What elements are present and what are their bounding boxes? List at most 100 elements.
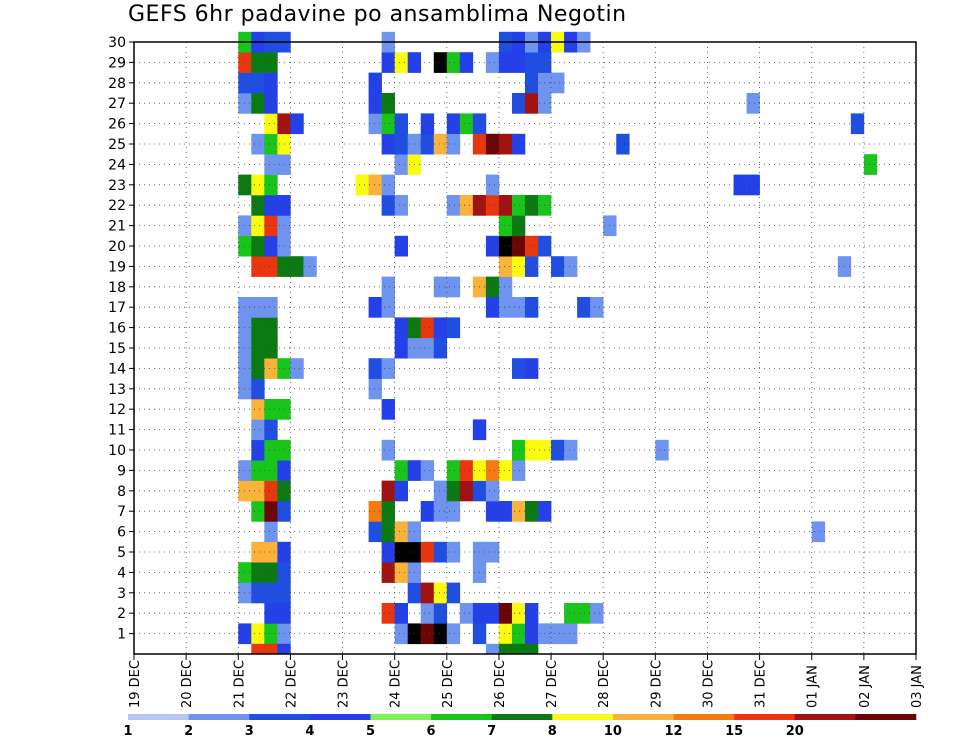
heatmap-cell <box>420 541 435 563</box>
heatmap-cell <box>551 256 565 277</box>
heatmap-cell <box>498 297 513 318</box>
heatmap-cell <box>511 215 526 237</box>
heatmap-cell <box>394 480 408 502</box>
heatmap-cell <box>420 317 435 339</box>
y-tick-label: 4 <box>117 565 126 581</box>
heatmap-cell <box>394 133 408 155</box>
x-tick-label: 03 JAN <box>910 665 925 708</box>
heatmap-cell <box>498 603 513 624</box>
heatmap-cell <box>381 603 395 624</box>
heatmap-cell <box>251 480 265 502</box>
heatmap-cell <box>459 480 474 502</box>
heatmap-cell <box>264 541 278 563</box>
heatmap-cell <box>446 317 461 339</box>
y-tick-label: 22 <box>108 198 126 214</box>
heatmap-cell <box>525 501 539 522</box>
heatmap-cell <box>394 113 408 135</box>
heatmap-cell <box>433 541 448 563</box>
y-tick-label: 11 <box>108 423 126 439</box>
heatmap-cell <box>251 460 265 481</box>
x-tick-label: 23 DEC <box>337 660 352 708</box>
y-tick-label: 23 <box>108 178 126 194</box>
heatmap-cell <box>433 317 448 339</box>
heatmap-cell <box>381 195 395 216</box>
x-tick-label: 31 DEC <box>754 660 769 708</box>
x-tick-label: 30 DEC <box>701 660 716 708</box>
heatmap-cell <box>616 133 630 155</box>
heatmap-cell <box>394 562 408 583</box>
x-tick-label: 25 DEC <box>441 660 456 708</box>
heatmap-cells <box>238 31 878 655</box>
y-tick-label: 12 <box>108 402 126 418</box>
x-tick-label: 02 JAN <box>858 665 873 708</box>
heatmap-cell <box>564 439 578 461</box>
heatmap-cell <box>511 93 526 114</box>
y-axis-ticks: 1234567891011121314151617181920212223242… <box>108 35 134 643</box>
heatmap-cell <box>264 317 278 339</box>
x-tick-label: 20 DEC <box>180 660 195 708</box>
heatmap-cell <box>394 623 408 645</box>
heatmap-cell <box>511 643 526 655</box>
colorbar-swatch <box>188 714 250 720</box>
x-tick-label: 28 DEC <box>597 660 612 708</box>
colorbar-label: 8 <box>548 724 557 739</box>
heatmap-cell <box>394 235 408 257</box>
heatmap-cell <box>264 235 278 257</box>
y-tick-label: 19 <box>108 259 126 275</box>
heatmap-cell <box>264 72 278 94</box>
heatmap-cell <box>459 113 474 135</box>
heatmap-cell <box>446 541 461 563</box>
heatmap-cell <box>459 52 474 73</box>
heatmap-cell <box>368 378 382 400</box>
y-tick-label: 5 <box>117 545 126 561</box>
heatmap-cell <box>394 603 408 624</box>
x-tick-label: 26 DEC <box>493 660 508 708</box>
heatmap-cell <box>394 317 408 339</box>
heatmap-cell <box>251 52 265 73</box>
heatmap-cell <box>394 154 408 175</box>
y-tick-label: 29 <box>108 55 126 71</box>
y-tick-label: 18 <box>108 280 126 296</box>
x-tick-label: 22 DEC <box>284 660 299 708</box>
heatmap-cell <box>381 297 395 318</box>
colorbar-label: 2 <box>184 724 193 739</box>
colorbar-swatch <box>491 714 553 720</box>
heatmap-cell <box>251 195 265 216</box>
grid-lines <box>134 42 916 654</box>
y-tick-label: 8 <box>117 484 126 500</box>
y-tick-label: 20 <box>108 239 126 255</box>
y-tick-label: 3 <box>117 586 126 602</box>
heatmap-cell <box>498 501 513 522</box>
heatmap-cell <box>498 256 513 277</box>
heatmap-cell <box>433 276 448 298</box>
heatmap-cell <box>746 174 760 196</box>
heatmap-cell <box>251 256 265 277</box>
heatmap-cell <box>498 460 513 481</box>
y-tick-label: 2 <box>117 606 126 622</box>
heatmap-cell <box>498 276 513 298</box>
heatmap-cell <box>746 93 760 114</box>
heatmap-cell <box>251 439 265 461</box>
heatmap-cell <box>525 297 539 318</box>
heatmap-cell <box>368 113 382 135</box>
heatmap-cell <box>511 501 526 522</box>
heatmap-cell <box>811 521 826 543</box>
heatmap-cell <box>590 297 604 318</box>
heatmap-cell <box>381 501 395 522</box>
heatmap-cell <box>381 562 395 583</box>
heatmap-cell <box>564 256 578 277</box>
heatmap-cell <box>264 113 278 135</box>
heatmap-cell <box>368 93 382 114</box>
heatmap-cell <box>498 215 513 237</box>
heatmap-cell <box>446 480 461 502</box>
heatmap-cell <box>498 195 513 216</box>
heatmap-cell <box>459 603 474 624</box>
heatmap-cell <box>251 623 265 645</box>
colorbar-swatch <box>370 714 432 720</box>
heatmap-cell <box>381 113 395 135</box>
heatmap-cell <box>590 603 604 624</box>
colorbar-swatch <box>431 714 492 720</box>
chart-title: GEFS 6hr padavine po ansamblima Negotin <box>128 2 627 27</box>
heatmap-cell <box>564 603 578 624</box>
heatmap-cell <box>251 317 265 339</box>
